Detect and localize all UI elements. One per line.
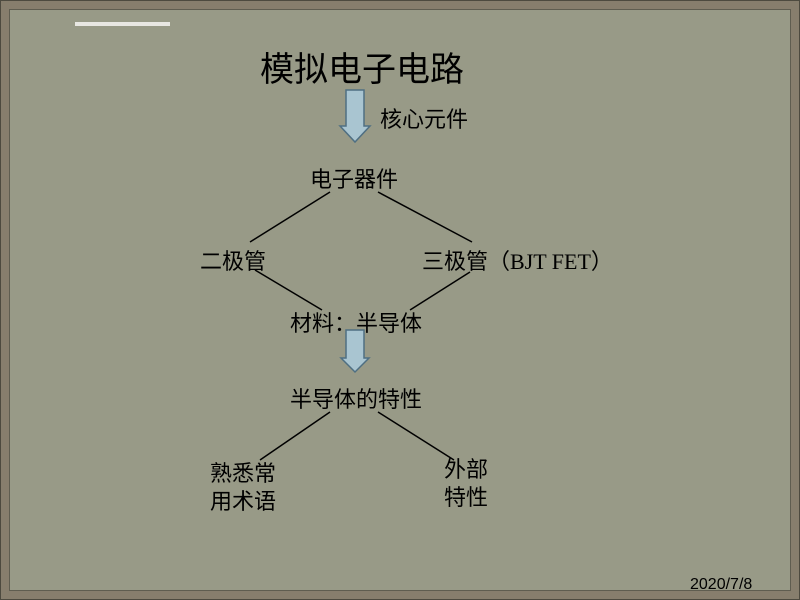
arrow-label: 核心元件 xyxy=(380,102,468,134)
node-terms: 熟悉常 用术语 xyxy=(210,460,276,515)
node-terms-line2: 用术语 xyxy=(210,488,276,516)
node-triode: 三极管（BJT FET） xyxy=(422,244,613,276)
node-ext-line1: 外部 xyxy=(444,456,488,484)
slide-outer: 模拟电子电路 核心元件 电子器件 二极管 三极管（BJT FET） 材料：半导体… xyxy=(0,0,800,600)
node-ext-line2: 特性 xyxy=(444,484,488,512)
node-devices: 电子器件 xyxy=(310,162,398,194)
slide-inner: 模拟电子电路 核心元件 电子器件 二极管 三极管（BJT FET） 材料：半导体… xyxy=(9,9,791,591)
node-properties: 半导体的特性 xyxy=(290,382,422,414)
node-diode: 二极管 xyxy=(200,244,266,276)
node-external: 外部 特性 xyxy=(444,456,488,511)
node-material: 材料：半导体 xyxy=(290,306,422,338)
slide-title: 模拟电子电路 xyxy=(260,42,464,91)
node-terms-line1: 熟悉常 xyxy=(210,460,276,488)
slide-date: 2020/7/8 xyxy=(690,576,752,594)
diagram-svg xyxy=(10,10,800,600)
